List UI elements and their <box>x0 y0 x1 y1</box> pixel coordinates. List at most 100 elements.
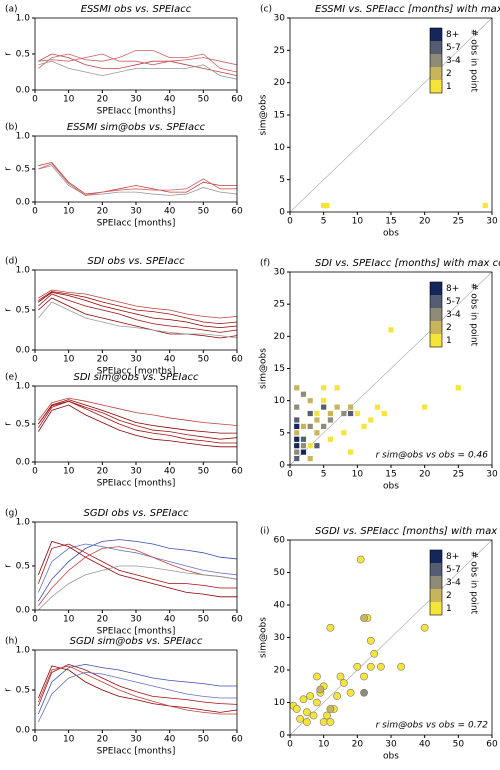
colorbar-swatch <box>430 321 442 334</box>
x-tick-label: 40 <box>164 207 176 217</box>
x-tick-label: 10 <box>318 740 330 750</box>
point <box>348 449 354 455</box>
point <box>482 202 488 209</box>
x-tick-label: 10 <box>63 207 75 217</box>
x-tick-label: 0 <box>32 615 38 625</box>
colorbar-title: # obs in point <box>469 551 479 615</box>
x-tick-label: 20 <box>97 467 109 477</box>
series-line <box>37 543 237 589</box>
x-tick-label: 60 <box>231 467 243 477</box>
y-tick-label: 20 <box>274 332 286 342</box>
x-tick-label: 25 <box>453 217 464 227</box>
point <box>314 430 320 436</box>
colorbar-label: 3-4 <box>446 56 461 66</box>
point <box>321 423 327 429</box>
point <box>327 417 333 423</box>
point <box>306 692 315 700</box>
x-axis-label: obs <box>383 482 399 492</box>
x-tick-label: 50 <box>198 735 210 745</box>
series-line <box>38 53 238 66</box>
y-axis-label: r <box>4 52 14 56</box>
point <box>294 423 300 429</box>
series-line <box>38 397 238 426</box>
x-tick-label: 60 <box>231 355 243 365</box>
y-tick-label: 10 <box>274 396 286 406</box>
panel-title: SDI vs. SPEIacc [months] with max corr <box>315 258 500 269</box>
axes-frame <box>289 539 493 736</box>
x-tick-label: 30 <box>130 95 142 105</box>
point <box>294 443 300 449</box>
series-line <box>37 663 238 707</box>
point <box>307 410 313 417</box>
panel-title: ESSMI obs vs. SPEIacc <box>81 4 192 15</box>
y-tick-label: 10 <box>274 698 286 708</box>
y-tick-label: 0.5 <box>16 306 30 316</box>
x-tick-label: 30 <box>486 217 498 227</box>
x-tick-label: 60 <box>231 207 243 217</box>
point <box>321 398 327 404</box>
point <box>319 718 328 726</box>
point <box>455 385 461 391</box>
x-tick-label: 60 <box>231 615 243 625</box>
point <box>307 398 313 404</box>
x-axis-label: SPEIacc [months] <box>97 219 176 229</box>
point <box>294 417 300 423</box>
point <box>360 688 368 697</box>
y-axis-label: r <box>4 167 14 171</box>
y-tick-label: 0.0 <box>16 726 31 736</box>
series-line <box>38 161 237 195</box>
point <box>294 455 300 462</box>
point <box>294 430 300 436</box>
colorbar-frame <box>429 281 443 348</box>
panel-label: (b) <box>5 123 18 133</box>
point <box>300 436 307 442</box>
y-axis-label: r <box>4 688 14 692</box>
colorbar-label: 5-7 <box>446 43 461 53</box>
series-line <box>37 663 237 715</box>
panel-label: (g) <box>5 509 18 519</box>
series-line <box>38 565 238 611</box>
colorbar-swatch <box>430 563 442 576</box>
y-axis-label: sim@obs <box>259 348 269 389</box>
colorbar-swatch <box>430 589 442 602</box>
x-tick-label: 10 <box>63 95 75 105</box>
point <box>309 711 318 720</box>
y-tick-label: 20 <box>274 78 286 88</box>
point <box>354 410 360 417</box>
y-tick-label: 0.0 <box>16 458 31 468</box>
x-tick-label: 10 <box>352 217 364 227</box>
y-axis-label: sim@obs <box>259 617 269 658</box>
axes-frame <box>289 17 493 213</box>
series-line <box>38 165 238 196</box>
series-line <box>37 665 237 715</box>
colorbar-label: 1 <box>446 604 452 614</box>
colorbar-label: 1 <box>446 82 452 92</box>
x-tick-label: 40 <box>164 355 176 365</box>
y-tick-label: 1.0 <box>16 646 31 656</box>
point <box>397 662 405 671</box>
colorbar-swatch <box>430 602 442 615</box>
point <box>370 649 379 658</box>
y-tick-label: 30 <box>274 268 286 278</box>
series-line <box>38 53 238 76</box>
y-tick-label: 0.0 <box>16 346 31 356</box>
colorbar-swatch <box>430 576 442 589</box>
point <box>313 672 321 681</box>
point <box>326 718 335 726</box>
x-tick-label: 20 <box>97 95 109 105</box>
x-tick-label: 5 <box>321 470 327 480</box>
point <box>294 436 300 442</box>
point <box>307 455 313 462</box>
x-tick-label: 40 <box>164 735 176 745</box>
y-tick-label: 60 <box>274 536 286 546</box>
point <box>341 410 347 417</box>
x-tick-label: 50 <box>453 740 465 750</box>
point <box>323 711 331 720</box>
y-tick-label: 1.0 <box>16 132 31 142</box>
point <box>374 404 381 410</box>
point <box>314 443 320 449</box>
point <box>366 662 375 671</box>
series-line <box>38 291 238 329</box>
annotation: r sim@obs vs obs = 0.72 <box>376 721 489 731</box>
